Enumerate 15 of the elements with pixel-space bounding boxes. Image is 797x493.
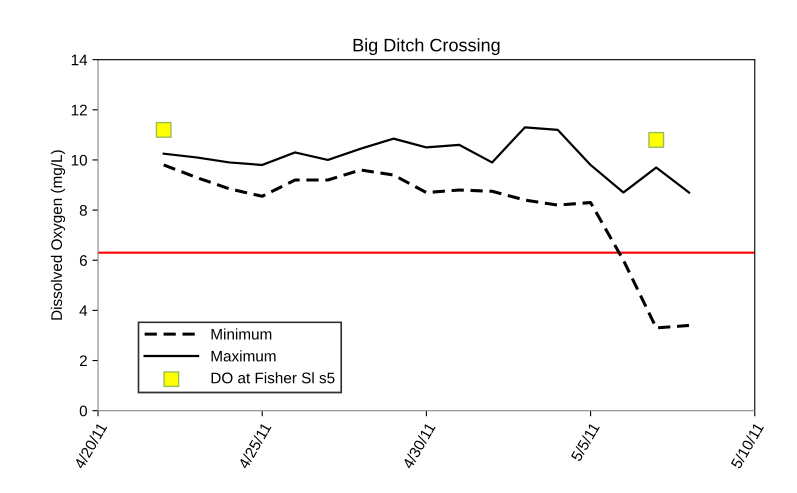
chart-title: Big Ditch Crossing: [354, 38, 500, 56]
line-series: [162, 126, 690, 194]
y-tick-label: 2: [80, 355, 87, 366]
y-tick-label: 12: [72, 104, 87, 116]
y-tick-label: 6: [80, 255, 87, 266]
legend-label: Minimum: [212, 328, 272, 340]
y-tick-label: 0: [80, 406, 88, 416]
y-tick-label: 4: [79, 305, 88, 316]
y-tick-label: 8: [80, 204, 87, 216]
legend-label: Maximum: [212, 350, 276, 362]
y-axis-title: Dissolved Oxygen (mg/L): [50, 150, 66, 320]
line-series: [162, 163, 691, 330]
y-tick-label: 10: [72, 154, 88, 166]
y-tick-label: 14: [72, 54, 88, 66]
legend-label: DO at Fisher Sl s5: [212, 372, 334, 384]
